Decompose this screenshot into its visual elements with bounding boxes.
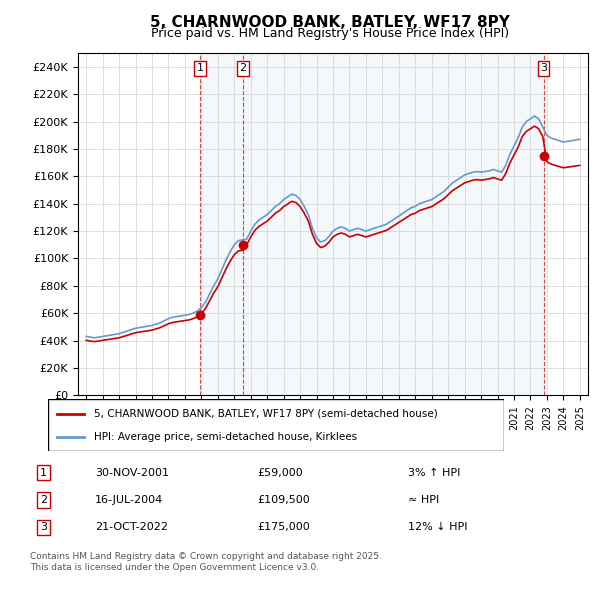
Text: 3: 3	[540, 63, 547, 73]
Text: 30-NOV-2001: 30-NOV-2001	[95, 468, 169, 478]
Bar	[243, 53, 544, 395]
Text: Contains HM Land Registry data © Crown copyright and database right 2025.: Contains HM Land Registry data © Crown c…	[30, 552, 382, 560]
Text: HPI: Average price, semi-detached house, Kirklees: HPI: Average price, semi-detached house,…	[94, 432, 357, 442]
Text: £59,000: £59,000	[257, 468, 302, 478]
Text: Price paid vs. HM Land Registry's House Price Index (HPI): Price paid vs. HM Land Registry's House …	[151, 27, 509, 40]
Text: £109,500: £109,500	[257, 495, 310, 505]
Text: 1: 1	[197, 63, 203, 73]
Text: This data is licensed under the Open Government Licence v3.0.: This data is licensed under the Open Gov…	[30, 563, 319, 572]
Text: 3% ↑ HPI: 3% ↑ HPI	[408, 468, 460, 478]
Text: 2: 2	[40, 495, 47, 505]
Text: 12% ↓ HPI: 12% ↓ HPI	[408, 522, 467, 532]
Text: 1: 1	[40, 468, 47, 478]
Text: 5, CHARNWOOD BANK, BATLEY, WF17 8PY (semi-detached house): 5, CHARNWOOD BANK, BATLEY, WF17 8PY (sem…	[94, 409, 437, 419]
Text: ≈ HPI: ≈ HPI	[408, 495, 439, 505]
Text: £175,000: £175,000	[257, 522, 310, 532]
Text: 21-OCT-2022: 21-OCT-2022	[95, 522, 168, 532]
Bar	[200, 53, 243, 395]
FancyBboxPatch shape	[48, 399, 504, 451]
Text: 5, CHARNWOOD BANK, BATLEY, WF17 8PY: 5, CHARNWOOD BANK, BATLEY, WF17 8PY	[150, 15, 510, 30]
Text: 2: 2	[239, 63, 247, 73]
Text: 3: 3	[40, 522, 47, 532]
Text: 16-JUL-2004: 16-JUL-2004	[95, 495, 163, 505]
